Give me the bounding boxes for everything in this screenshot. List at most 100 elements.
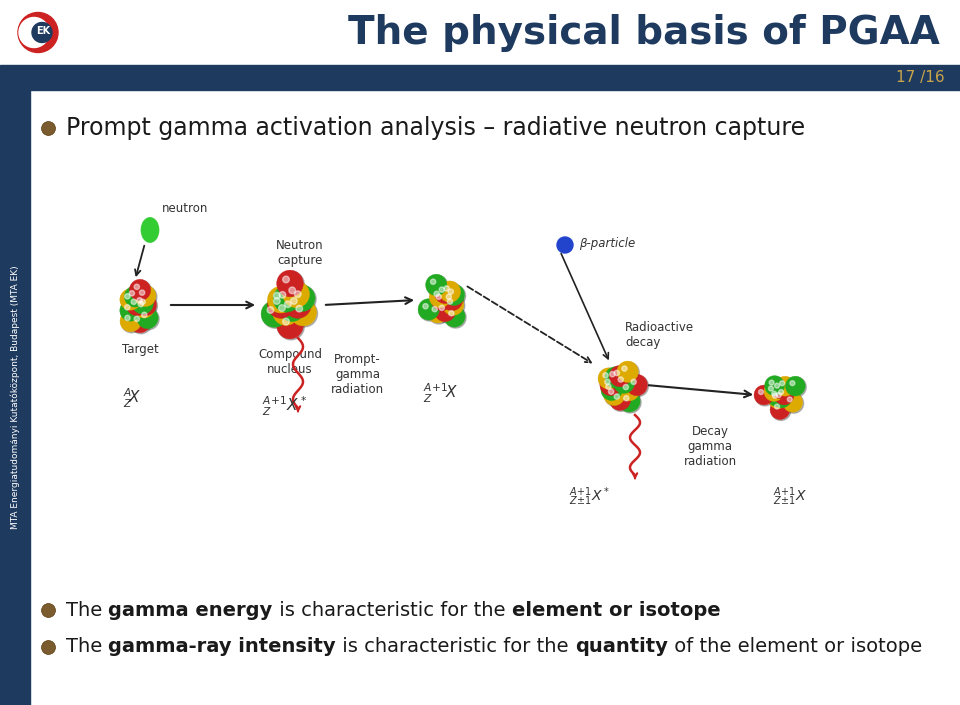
Circle shape xyxy=(786,377,806,397)
Circle shape xyxy=(121,312,142,333)
Text: neutron: neutron xyxy=(162,202,208,215)
Circle shape xyxy=(130,290,134,296)
Circle shape xyxy=(444,295,465,317)
Circle shape xyxy=(19,18,49,47)
Circle shape xyxy=(611,390,632,412)
Text: The: The xyxy=(66,637,108,656)
Circle shape xyxy=(285,293,312,319)
Circle shape xyxy=(600,374,621,396)
Circle shape xyxy=(135,295,156,316)
Circle shape xyxy=(609,389,613,394)
Circle shape xyxy=(444,284,465,305)
Circle shape xyxy=(427,302,448,323)
Circle shape xyxy=(137,298,142,303)
Circle shape xyxy=(441,282,462,303)
Circle shape xyxy=(439,287,444,293)
Circle shape xyxy=(274,286,300,312)
Circle shape xyxy=(614,373,636,394)
Circle shape xyxy=(605,379,610,384)
Circle shape xyxy=(440,281,461,302)
Circle shape xyxy=(295,291,301,298)
Circle shape xyxy=(442,289,463,311)
Circle shape xyxy=(631,379,636,384)
Circle shape xyxy=(622,366,627,372)
Circle shape xyxy=(436,283,457,305)
Circle shape xyxy=(269,293,295,319)
Circle shape xyxy=(436,301,457,323)
Circle shape xyxy=(773,389,793,409)
Circle shape xyxy=(610,372,615,376)
Circle shape xyxy=(772,391,777,396)
Circle shape xyxy=(434,282,456,303)
Circle shape xyxy=(277,271,304,298)
Text: element or isotope: element or isotope xyxy=(512,601,720,620)
Circle shape xyxy=(120,310,141,332)
Text: Decay
gamma
radiation: Decay gamma radiation xyxy=(684,425,736,468)
Circle shape xyxy=(126,287,147,308)
Circle shape xyxy=(444,306,466,327)
Circle shape xyxy=(775,376,795,396)
Text: $^A_Z\!X$: $^A_Z\!X$ xyxy=(123,387,141,410)
Circle shape xyxy=(619,381,640,402)
Circle shape xyxy=(613,372,635,393)
Circle shape xyxy=(770,379,790,398)
Circle shape xyxy=(772,388,792,407)
Text: MTA Energiatudományi Kutatóközpont, Budapest (MTA EK): MTA Energiatudományi Kutatóközpont, Buda… xyxy=(11,266,20,529)
Circle shape xyxy=(626,374,647,396)
Text: β-particle: β-particle xyxy=(579,236,636,250)
Circle shape xyxy=(448,311,454,316)
Circle shape xyxy=(618,362,639,384)
Circle shape xyxy=(756,386,775,406)
Circle shape xyxy=(14,8,62,56)
Circle shape xyxy=(769,390,789,410)
Circle shape xyxy=(447,299,452,304)
Text: $^{A\!+\!1}_Z\!X$: $^{A\!+\!1}_Z\!X$ xyxy=(422,382,458,405)
Circle shape xyxy=(777,393,781,398)
Circle shape xyxy=(604,384,625,405)
Circle shape xyxy=(290,286,316,312)
Circle shape xyxy=(770,400,790,419)
Circle shape xyxy=(754,385,774,405)
Circle shape xyxy=(282,318,289,325)
Circle shape xyxy=(420,300,441,321)
Circle shape xyxy=(284,292,311,318)
Circle shape xyxy=(422,304,428,309)
Circle shape xyxy=(432,307,438,312)
Circle shape xyxy=(276,312,303,339)
Circle shape xyxy=(136,295,157,317)
Circle shape xyxy=(627,375,648,397)
Circle shape xyxy=(610,365,631,387)
Circle shape xyxy=(133,294,155,315)
Circle shape xyxy=(137,307,158,329)
Circle shape xyxy=(130,279,151,300)
Circle shape xyxy=(134,298,156,319)
Circle shape xyxy=(775,404,780,409)
Circle shape xyxy=(278,295,305,321)
Circle shape xyxy=(620,392,641,413)
Circle shape xyxy=(601,375,622,397)
Circle shape xyxy=(130,312,151,333)
Circle shape xyxy=(758,390,763,395)
Circle shape xyxy=(279,296,306,322)
Circle shape xyxy=(773,393,778,398)
Circle shape xyxy=(430,288,451,309)
Text: $^{A\!+\!1}_{Z\!\pm\!1} X$: $^{A\!+\!1}_{Z\!\pm\!1} X$ xyxy=(773,485,807,508)
Circle shape xyxy=(131,281,152,302)
Circle shape xyxy=(623,384,629,390)
Circle shape xyxy=(777,377,796,397)
Circle shape xyxy=(120,300,141,321)
Circle shape xyxy=(787,397,792,402)
Circle shape xyxy=(771,380,791,400)
Circle shape xyxy=(291,300,318,327)
Circle shape xyxy=(426,275,448,297)
Circle shape xyxy=(790,381,795,386)
Circle shape xyxy=(782,393,803,412)
Circle shape xyxy=(132,299,136,305)
Circle shape xyxy=(601,379,622,400)
Circle shape xyxy=(624,396,629,401)
Circle shape xyxy=(125,305,130,310)
Circle shape xyxy=(431,289,452,311)
Circle shape xyxy=(775,384,780,388)
Circle shape xyxy=(273,299,300,325)
Circle shape xyxy=(771,400,791,420)
